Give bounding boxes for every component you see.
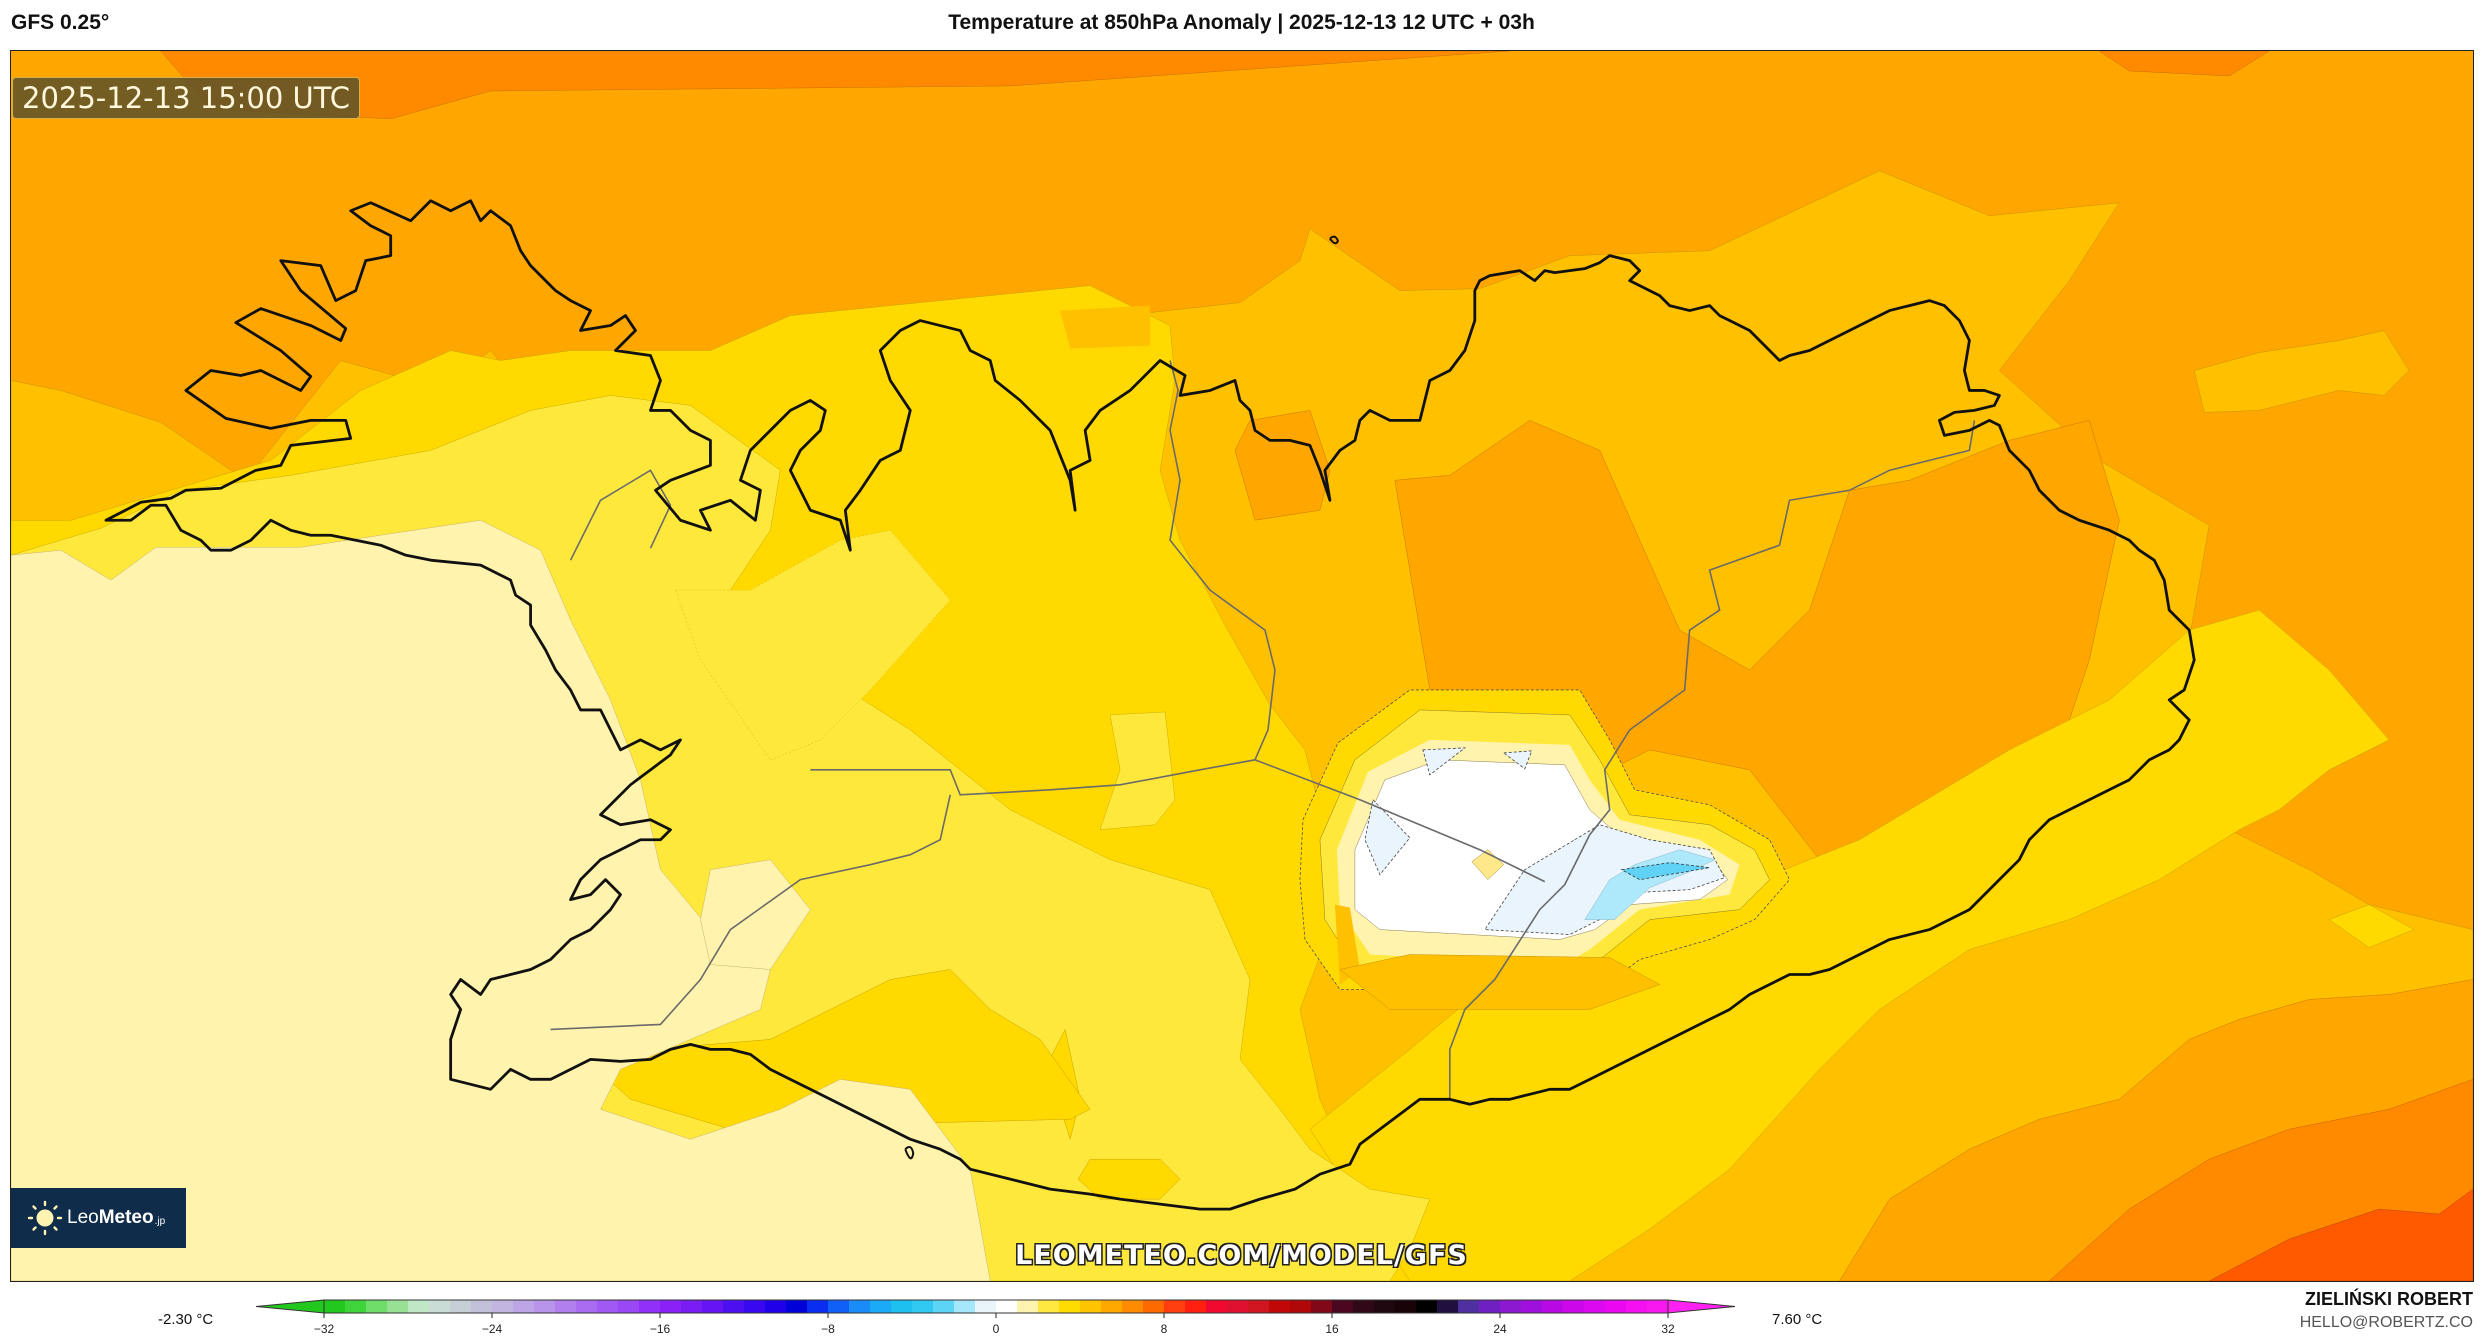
author-email: HELLO@ROBERTZ.CO: [2299, 1314, 2473, 1331]
sun-icon: [27, 1200, 63, 1236]
model-label: GFS 0.25°: [11, 11, 110, 34]
svg-text:24: 24: [1493, 1322, 1507, 1336]
temperature-anomaly-map: [11, 51, 2473, 1281]
leometeo-logo: LeoMeteo .jp: [11, 1188, 186, 1248]
logo-suffix: .jp: [154, 1215, 166, 1227]
svg-text:8: 8: [1161, 1322, 1168, 1336]
colorbar: −32 −24 −16 −8 0 8 16 24 32: [255, 1299, 1736, 1336]
author-credit: ZIELIŃSKI ROBERT: [2304, 1289, 2473, 1309]
colorbar-min-label: -2.30 °C: [158, 1311, 214, 1328]
contour-4-5-northeast: [2193, 330, 2410, 413]
region-borders: [550, 360, 1976, 1100]
map-panel: [10, 50, 2474, 1282]
contour-6-7-north-east: [2098, 51, 2270, 77]
island-vestmannaeyjar: [904, 1145, 915, 1160]
logo-text: LeoMeteo: [67, 1207, 154, 1228]
contour-5-6-north: [1234, 410, 1331, 521]
island-grimsey: [1329, 235, 1339, 245]
chart-title: Temperature at 850hPa Anomaly | 2025-12-…: [948, 11, 1535, 34]
contour-7-8-southeast: [2209, 1188, 2473, 1281]
svg-text:−32: −32: [314, 1322, 335, 1336]
svg-text:0: 0: [993, 1322, 1000, 1336]
svg-text:−16: −16: [650, 1322, 671, 1336]
watermark-url: LEOMETEO.COM/MODEL/GFS: [1015, 1240, 1468, 1271]
colorbar-max-label: 7.60 °C: [1772, 1311, 1823, 1328]
svg-text:16: 16: [1325, 1322, 1339, 1336]
svg-text:−8: −8: [821, 1322, 835, 1336]
svg-text:−24: −24: [482, 1322, 503, 1336]
coastline: [104, 199, 2196, 1211]
valid-time-badge: 2025-12-13 15:00 UTC: [12, 77, 361, 119]
vatnajokull-anomaly: [1299, 689, 1791, 1010]
svg-text:32: 32: [1661, 1322, 1675, 1336]
